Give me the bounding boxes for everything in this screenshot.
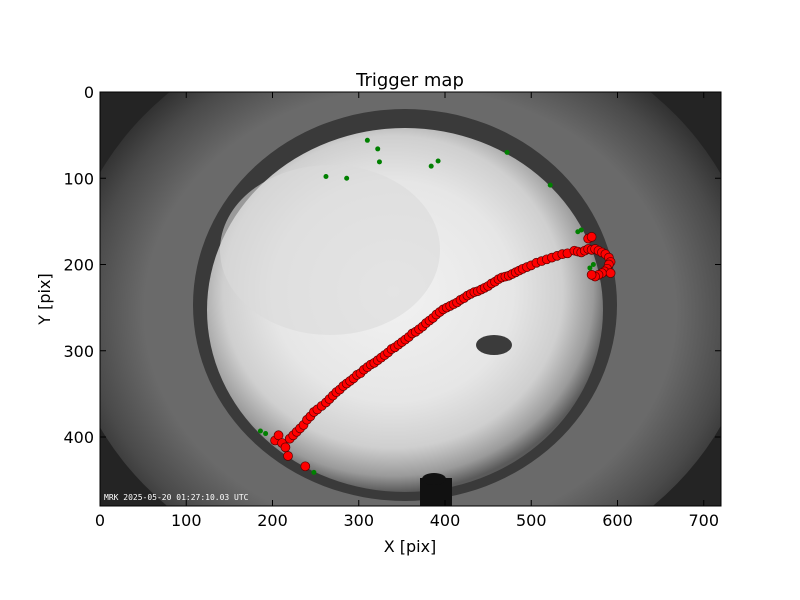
x-tick-label: 500 xyxy=(516,511,547,530)
red-trigger-point xyxy=(586,270,597,280)
x-tick-label: 0 xyxy=(95,511,105,530)
green-trigger-point xyxy=(344,175,350,181)
green-trigger-point xyxy=(323,174,329,180)
x-tick-label: 600 xyxy=(602,511,633,530)
green-trigger-point xyxy=(435,158,441,164)
red-trigger-point xyxy=(605,268,616,278)
green-trigger-point xyxy=(578,227,584,233)
axes-frame xyxy=(99,91,722,507)
y-tick-label: 200 xyxy=(63,256,94,275)
green-trigger-point xyxy=(263,431,269,437)
green-trigger-point xyxy=(428,163,434,169)
x-axis-label: X [pix] xyxy=(384,537,437,556)
y-tick-label: 400 xyxy=(63,428,94,447)
x-tick-label: 700 xyxy=(688,511,719,530)
green-trigger-point xyxy=(587,265,593,271)
x-tick-label: 400 xyxy=(430,511,461,530)
green-trigger-point xyxy=(375,146,381,152)
y-tick-label: 100 xyxy=(63,169,94,188)
x-tick-label: 200 xyxy=(257,511,288,530)
dark-blob xyxy=(476,335,512,355)
green-trigger-point xyxy=(376,159,382,165)
camera-dome xyxy=(422,473,446,485)
timestamp-overlay: MRK 2025-05-20 01:27:10.03 UTC xyxy=(104,493,249,502)
y-axis-label: Y [pix] xyxy=(35,273,54,325)
y-tick-label: 300 xyxy=(63,342,94,361)
green-trigger-point xyxy=(547,182,553,188)
green-trigger-point xyxy=(311,469,317,475)
y-tick-label: 0 xyxy=(84,83,94,102)
green-trigger-point xyxy=(590,262,596,267)
red-trigger-point xyxy=(280,442,291,453)
x-axis-ticks: 0 100 200 300 400 500 600 700 xyxy=(95,92,719,530)
y-axis-ticks: 0 100 200 300 400 xyxy=(63,83,721,447)
red-trigger-point xyxy=(300,461,311,472)
red-trigger-point xyxy=(283,451,293,461)
sky-cloud xyxy=(220,165,440,335)
green-trigger-point xyxy=(364,137,370,143)
trigger-points xyxy=(257,137,616,475)
chart-title: Trigger map xyxy=(355,70,464,91)
green-trigger-point xyxy=(257,428,263,434)
x-tick-label: 100 xyxy=(171,511,202,530)
red-trigger-point xyxy=(586,232,597,242)
camera-image xyxy=(100,92,721,506)
green-trigger-point xyxy=(504,149,510,155)
x-tick-label: 300 xyxy=(343,511,374,530)
